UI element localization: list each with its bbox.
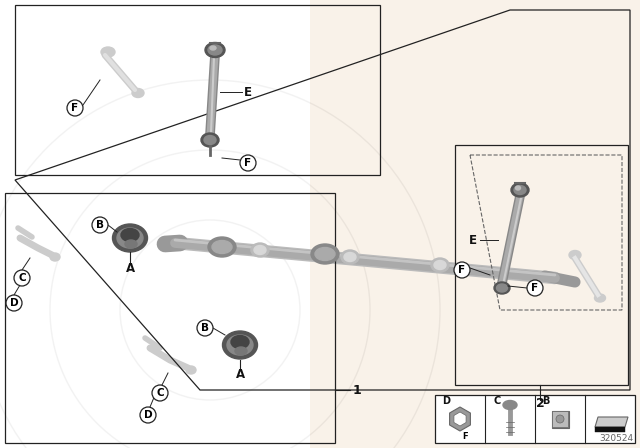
Text: F: F — [531, 283, 539, 293]
Text: A: A — [125, 262, 134, 275]
Ellipse shape — [315, 247, 335, 260]
Text: B: B — [201, 323, 209, 333]
Ellipse shape — [223, 331, 257, 359]
Circle shape — [67, 100, 83, 116]
Bar — [552, 410, 568, 427]
Ellipse shape — [595, 294, 605, 302]
Circle shape — [6, 295, 22, 311]
Text: B: B — [96, 220, 104, 230]
Text: A: A — [236, 367, 244, 380]
Text: C: C — [493, 396, 500, 406]
Text: 2: 2 — [536, 396, 545, 409]
Ellipse shape — [227, 335, 253, 355]
Ellipse shape — [431, 258, 449, 272]
Ellipse shape — [515, 186, 520, 190]
Ellipse shape — [204, 135, 216, 145]
Circle shape — [152, 385, 168, 401]
Text: C: C — [156, 388, 164, 398]
Ellipse shape — [186, 366, 196, 374]
Ellipse shape — [117, 228, 143, 248]
Ellipse shape — [212, 241, 232, 254]
Ellipse shape — [125, 240, 137, 248]
Text: B: B — [542, 396, 550, 406]
Ellipse shape — [208, 45, 222, 55]
Ellipse shape — [341, 250, 359, 264]
Polygon shape — [310, 0, 640, 448]
Ellipse shape — [254, 246, 266, 254]
Ellipse shape — [50, 253, 60, 261]
Text: 1: 1 — [353, 383, 362, 396]
Text: F: F — [72, 103, 79, 113]
Ellipse shape — [205, 43, 225, 57]
Text: 320524: 320524 — [599, 434, 633, 443]
Circle shape — [556, 415, 564, 423]
Ellipse shape — [503, 401, 517, 409]
Ellipse shape — [121, 228, 139, 241]
Ellipse shape — [235, 347, 247, 355]
Polygon shape — [0, 0, 310, 448]
Ellipse shape — [511, 183, 529, 197]
Ellipse shape — [497, 284, 508, 292]
Ellipse shape — [251, 243, 269, 257]
Ellipse shape — [113, 224, 147, 252]
Ellipse shape — [210, 46, 216, 50]
Circle shape — [92, 217, 108, 233]
Text: D: D — [144, 410, 152, 420]
Ellipse shape — [494, 282, 510, 294]
Text: D: D — [442, 396, 450, 406]
Ellipse shape — [132, 89, 144, 98]
Text: F: F — [458, 265, 465, 275]
Ellipse shape — [344, 253, 356, 262]
Circle shape — [14, 270, 30, 286]
Text: C: C — [18, 273, 26, 283]
Polygon shape — [595, 417, 628, 427]
Text: F: F — [462, 431, 468, 440]
Bar — [435, 395, 635, 443]
Text: E: E — [244, 86, 252, 99]
Text: D: D — [10, 298, 19, 308]
Ellipse shape — [434, 260, 446, 270]
Bar — [552, 411, 568, 427]
Circle shape — [527, 280, 543, 296]
Ellipse shape — [101, 47, 115, 57]
Text: E: E — [469, 233, 477, 246]
Text: F: F — [244, 158, 252, 168]
Ellipse shape — [569, 250, 581, 259]
Ellipse shape — [208, 237, 236, 257]
Ellipse shape — [311, 244, 339, 264]
Ellipse shape — [514, 185, 526, 194]
Polygon shape — [454, 412, 466, 426]
Circle shape — [454, 262, 470, 278]
Ellipse shape — [201, 133, 219, 147]
Polygon shape — [595, 427, 625, 432]
Circle shape — [240, 155, 256, 171]
Ellipse shape — [231, 336, 249, 349]
Circle shape — [140, 407, 156, 423]
Polygon shape — [450, 407, 470, 431]
Circle shape — [197, 320, 213, 336]
